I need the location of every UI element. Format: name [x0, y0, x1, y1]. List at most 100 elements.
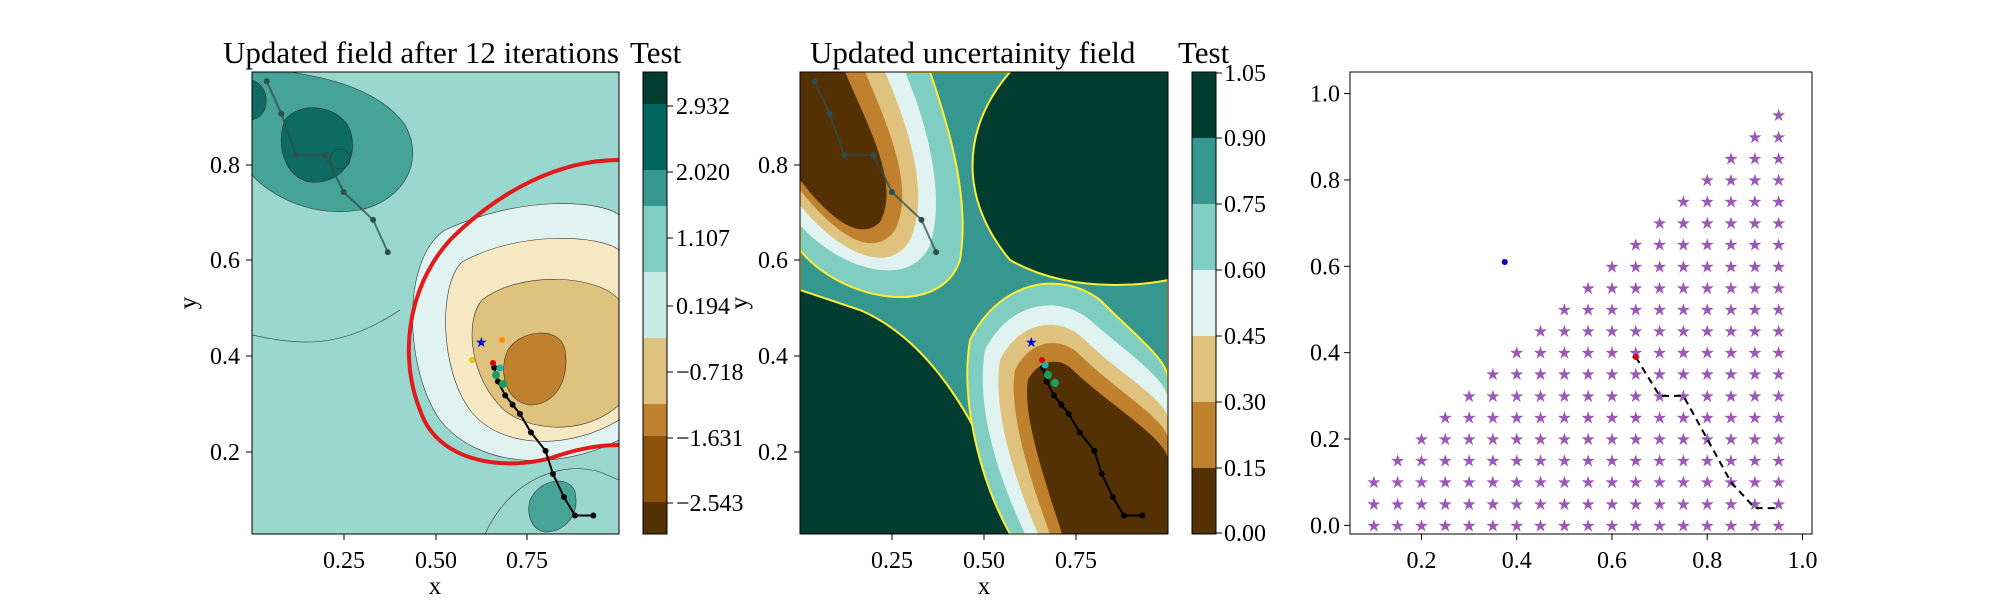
sample-star: ★: [1557, 344, 1572, 363]
sample-star: ★: [1747, 279, 1762, 298]
upper-path-point: [370, 216, 377, 223]
path-point: [502, 392, 509, 399]
sample-star: ★: [1461, 430, 1476, 449]
sample-star: ★: [1771, 344, 1786, 363]
sample-star: ★: [1581, 452, 1596, 471]
sample-star: ★: [1557, 430, 1572, 449]
sample-star: ★: [1747, 193, 1762, 212]
sample-star: ★: [1771, 149, 1786, 168]
sample-star: ★: [1771, 279, 1786, 298]
sample-star: ★: [1700, 257, 1715, 276]
sample-star: ★: [1723, 365, 1738, 384]
upper-path-point: [933, 249, 940, 256]
upper-path-points: [263, 78, 391, 256]
sample-star: ★: [1581, 344, 1596, 363]
sample-star: ★: [1485, 387, 1500, 406]
sample-star: ★: [1723, 279, 1738, 298]
sample-star: ★: [1652, 408, 1667, 427]
sample-star: ★: [1700, 193, 1715, 212]
sample-star: ★: [1461, 516, 1476, 535]
panel-3-red-point: [1632, 353, 1639, 360]
uncertainty-red: [1039, 357, 1045, 363]
path-point: [1058, 401, 1065, 408]
sample-star: ★: [1604, 279, 1619, 298]
sample-star: ★: [1652, 236, 1667, 255]
sample-star: ★: [1747, 128, 1762, 147]
sample-star: ★: [1723, 387, 1738, 406]
sample-star: ★: [1438, 495, 1453, 514]
colorbar-1-tick: 2.932: [676, 94, 730, 120]
red-marker: [490, 360, 496, 366]
sample-star: ★: [1747, 236, 1762, 255]
sample-star: ★: [1414, 473, 1429, 492]
sample-star: ★: [1771, 257, 1786, 276]
field-contour-bottom-dark: [528, 480, 577, 533]
sample-star: ★: [1771, 430, 1786, 449]
sample-star: ★: [1723, 149, 1738, 168]
sample-star: ★: [1771, 300, 1786, 319]
panel-1-y-ticks: 0.2 0.4 0.6 0.8: [210, 153, 252, 466]
sample-star: ★: [1723, 214, 1738, 233]
panel-2-y-label: y: [726, 296, 753, 309]
sample-star: ★: [1414, 452, 1429, 471]
colorbar-1-tick: 0.194: [676, 294, 730, 320]
panel-2-x-ticks: 0.25 0.50 0.75: [871, 534, 1097, 574]
sample-star: ★: [1461, 408, 1476, 427]
path-point: [516, 410, 523, 417]
sample-star: ★: [1438, 473, 1453, 492]
sample-star: ★: [1676, 495, 1691, 514]
sample-star: ★: [1771, 495, 1786, 514]
sample-star: ★: [1700, 473, 1715, 492]
colorbar-2: Test 1.05 0.90 0.75 0.60 0.45 0.30 0.15: [1178, 35, 1266, 547]
uncertainty-teal: [1041, 361, 1049, 369]
colorbar-2-tick: 0.75: [1224, 192, 1266, 218]
sample-star: ★: [1628, 408, 1643, 427]
upper-path-point: [889, 189, 895, 196]
sample-star: ★: [1390, 473, 1405, 492]
path-point: [1043, 378, 1050, 385]
sample-star: ★: [1628, 365, 1643, 384]
sample-star: ★: [1700, 430, 1715, 449]
panel-1-y-label: y: [175, 296, 202, 309]
sample-star: ★: [1723, 495, 1738, 514]
y-tick-label: 0.2: [758, 440, 788, 466]
sample-star: ★: [1628, 473, 1643, 492]
colorbar-1-label: Test: [630, 35, 682, 70]
sample-star: ★: [1509, 408, 1524, 427]
sample-star: ★: [1723, 430, 1738, 449]
sample-star: ★: [1723, 322, 1738, 341]
y-tick-label: 1.0: [1310, 82, 1340, 108]
sample-star: ★: [1771, 473, 1786, 492]
colorbar-2-label: Test: [1178, 35, 1230, 70]
colorbar-2-tick: 0.00: [1224, 521, 1266, 547]
sample-star: ★: [1676, 516, 1691, 535]
y-tick-label: 0.4: [210, 344, 240, 370]
sample-star: ★: [1723, 452, 1738, 471]
sample-star: ★: [1700, 452, 1715, 471]
uncertainty-green-2: [1051, 379, 1059, 387]
sample-star: ★: [1676, 193, 1691, 212]
sample-star: ★: [1628, 430, 1643, 449]
yellow-marker: [469, 357, 475, 363]
path-point: [590, 512, 597, 519]
orange-marker: [499, 337, 505, 343]
sample-star: ★: [1390, 452, 1405, 471]
sample-star: ★: [1747, 430, 1762, 449]
sample-star: ★: [1604, 300, 1619, 319]
sample-star: ★: [1652, 516, 1667, 535]
sample-star: ★: [1533, 365, 1548, 384]
panel-3-x-ticks: 0.2 0.4 0.6 0.8 1.0: [1406, 534, 1817, 574]
x-tick-label: 0.75: [1055, 548, 1097, 574]
panel-1-x-ticks: 0.25 0.50 0.75: [323, 534, 548, 574]
sample-star: ★: [1628, 322, 1643, 341]
sample-star: ★: [1723, 516, 1738, 535]
path-point: [1109, 494, 1116, 501]
sample-star: ★: [1533, 516, 1548, 535]
sample-star: ★: [1676, 452, 1691, 471]
sample-star: ★: [1771, 408, 1786, 427]
sample-star: ★: [1676, 279, 1691, 298]
colorbar-1-tick: −0.718: [676, 360, 744, 386]
sample-star: ★: [1438, 452, 1453, 471]
y-tick-label: 0.6: [210, 248, 240, 274]
sample-star: ★: [1628, 452, 1643, 471]
